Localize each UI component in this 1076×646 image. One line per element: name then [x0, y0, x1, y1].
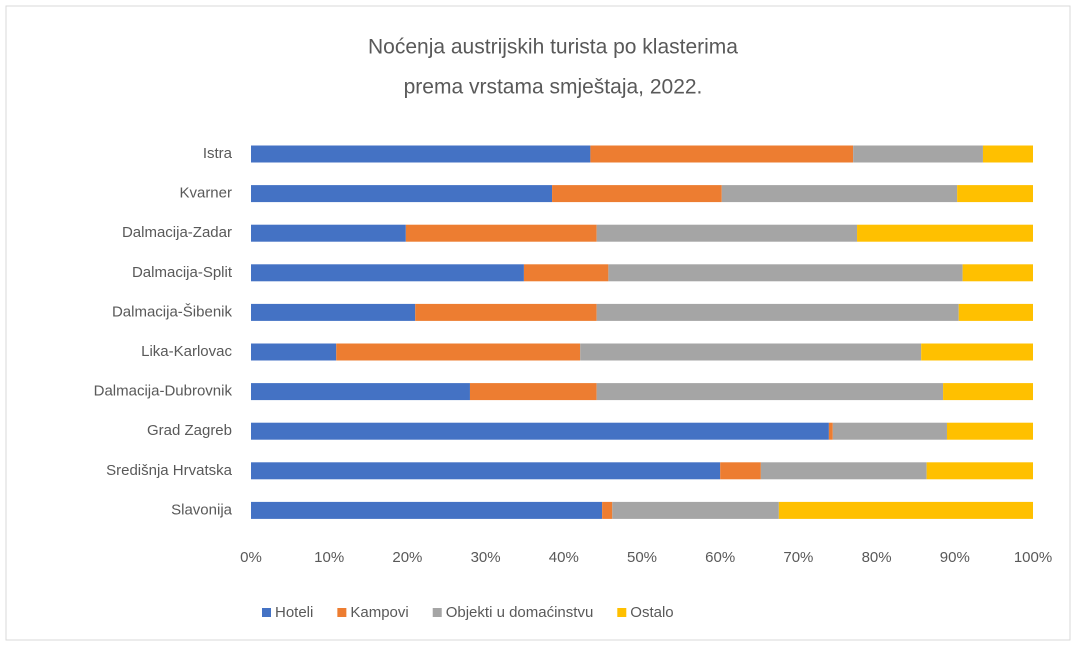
- bar-segment: [596, 383, 944, 401]
- bar-segment: [251, 383, 470, 401]
- bar-segment: [251, 303, 416, 321]
- chart-frame: [5, 5, 1071, 641]
- bar-segment: [251, 343, 337, 361]
- bar-segment: [602, 501, 613, 519]
- x-tick-label: 40%: [549, 549, 579, 566]
- bar-segment: [523, 264, 609, 282]
- bar-segment: [957, 185, 1033, 203]
- legend-swatch: [432, 608, 442, 617]
- bar-segment: [469, 383, 597, 401]
- bar-segment: [943, 383, 1033, 401]
- chart-title: Noćenja austrijskih turista po klasterim…: [368, 36, 738, 59]
- bar-segment: [828, 422, 833, 440]
- legend-swatch: [617, 608, 627, 617]
- bar-segment: [962, 264, 1033, 282]
- bar-segment: [946, 422, 1033, 440]
- bar-segment: [853, 145, 983, 163]
- y-tick-label: Dalmacija-Dubrovnik: [94, 383, 233, 400]
- legend-label: Objekti u domaćinstvu: [446, 604, 594, 621]
- bar-segment: [721, 185, 958, 203]
- bar-segment: [590, 145, 854, 163]
- bar-segment: [251, 462, 721, 480]
- x-tick-label: 30%: [471, 549, 501, 566]
- bar-segment: [251, 422, 829, 440]
- bar-segment: [596, 303, 959, 321]
- legend-label: Kampovi: [350, 604, 408, 621]
- legend-label: Ostalo: [630, 604, 673, 621]
- legend-swatch: [337, 608, 347, 617]
- legend-label: Hoteli: [275, 604, 313, 621]
- legend-swatch: [262, 608, 271, 617]
- bar-segment: [336, 343, 581, 361]
- x-tick-label: 0%: [240, 549, 262, 566]
- y-tick-label: Dalmacija-Šibenik: [112, 303, 233, 320]
- x-tick-label: 20%: [392, 549, 422, 566]
- bar-segment: [251, 264, 524, 282]
- x-tick-label: 50%: [627, 549, 657, 566]
- bar-segment: [251, 185, 553, 203]
- bar-segment: [580, 343, 922, 361]
- y-tick-label: Lika-Karlovac: [141, 343, 232, 360]
- bar-segment: [760, 462, 927, 480]
- y-tick-label: Dalmacija-Zadar: [122, 224, 232, 241]
- bar-segment: [958, 303, 1033, 321]
- bar-segment: [921, 343, 1033, 361]
- x-tick-label: 80%: [862, 549, 892, 566]
- y-tick-label: Kvarner: [179, 185, 232, 202]
- x-tick-label: 100%: [1014, 549, 1052, 566]
- chart-title: prema vrstama smještaja, 2022.: [404, 76, 703, 99]
- bar-segment: [608, 264, 963, 282]
- bar-segment: [405, 224, 597, 242]
- y-tick-label: Grad Zagreb: [147, 422, 232, 439]
- bar-segment: [415, 303, 597, 321]
- bar-segment: [251, 145, 591, 163]
- bar-segment: [251, 501, 603, 519]
- x-tick-label: 60%: [705, 549, 735, 566]
- bar-segment: [612, 501, 779, 519]
- bar-segment: [832, 422, 947, 440]
- bar-segment: [596, 224, 858, 242]
- bar-segment: [857, 224, 1033, 242]
- bar-segment: [778, 501, 1033, 519]
- x-tick-label: 70%: [783, 549, 813, 566]
- x-tick-label: 90%: [940, 549, 970, 566]
- bar-segment: [552, 185, 722, 203]
- bar-segment: [251, 224, 406, 242]
- y-tick-label: Središnja Hrvatska: [106, 462, 233, 479]
- bar-segment: [720, 462, 761, 480]
- bar-segment: [926, 462, 1033, 480]
- x-tick-label: 10%: [314, 549, 344, 566]
- y-tick-label: Istra: [203, 145, 233, 162]
- y-tick-label: Slavonija: [171, 501, 233, 518]
- bar-segment: [982, 145, 1033, 163]
- y-tick-label: Dalmacija-Split: [132, 264, 233, 281]
